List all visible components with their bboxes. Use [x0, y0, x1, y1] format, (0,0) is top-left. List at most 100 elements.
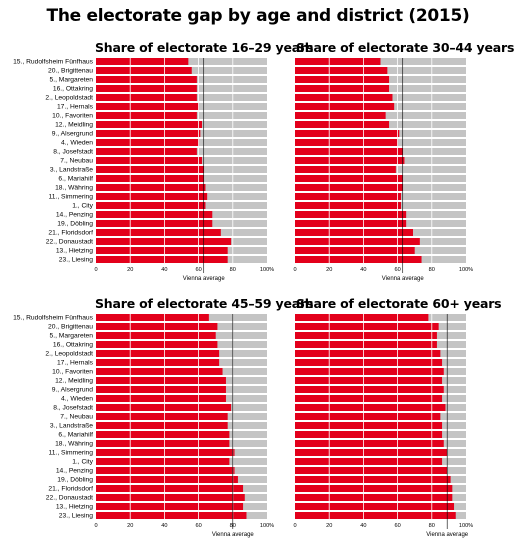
bar — [295, 193, 402, 200]
category-label: 17., Hernals — [57, 104, 94, 111]
bar — [295, 139, 398, 146]
bar — [96, 193, 208, 200]
tick-label: 60 — [394, 523, 400, 529]
category-label: 6., Mariahilf — [58, 432, 93, 439]
category-label: 4., Wieden — [61, 396, 93, 403]
bar — [295, 449, 448, 456]
bar — [96, 166, 204, 173]
tick-label: 80 — [429, 267, 435, 273]
chart-panel-30-44: Share of electorate 30–44 years 0 20 40 60 8… — [290, 40, 514, 290]
chart-panel-60-plus: Share of electorate 60+ years 0 20 40 60 80 1… — [290, 296, 510, 548]
category-label: 13., Hietzing — [56, 504, 93, 511]
category-label: 3., Landstraße — [50, 167, 93, 174]
chart-title: Share of electorate 30–44 years — [296, 40, 515, 55]
vienna-average-label: Vienna average — [426, 532, 469, 538]
tick-label: 100% — [459, 523, 473, 529]
bar — [295, 220, 407, 227]
tick-label: 60 — [195, 523, 201, 529]
bar-chart-30-44: 0 20 40 60 80 100% Vienna average — [293, 58, 473, 282]
bar — [295, 494, 453, 501]
category-label: 18., Währing — [55, 441, 93, 448]
bar — [96, 485, 244, 492]
category-label: 8., Josefstadt — [53, 149, 93, 156]
tick-label: 100% — [260, 267, 274, 273]
category-label: 9., Alsergrund — [52, 131, 94, 138]
bar — [96, 103, 199, 110]
bar — [295, 256, 422, 263]
category-label: 6., Mariahilf — [58, 176, 93, 183]
bar — [96, 341, 218, 348]
tick-label: 20 — [127, 267, 133, 273]
category-label: 3., Landstraße — [50, 423, 93, 430]
category-label: 21., Floridsdorf — [48, 486, 93, 493]
bar — [96, 220, 213, 227]
bar — [96, 238, 232, 245]
chart-title: Share of electorate 45–59 years — [95, 296, 314, 311]
bar — [295, 377, 443, 384]
bar — [295, 332, 437, 339]
category-label: 9., Alsergrund — [52, 387, 94, 394]
bar — [96, 58, 189, 65]
bar — [295, 184, 403, 191]
bar — [295, 58, 381, 65]
bar — [96, 157, 203, 164]
bar — [295, 476, 451, 483]
bar — [96, 386, 226, 393]
bar — [96, 94, 197, 101]
bar — [96, 76, 197, 83]
category-label: 2., Leopoldstadt — [45, 351, 93, 358]
bar — [295, 166, 396, 173]
bar — [295, 103, 395, 110]
category-label: 11., Simmering — [49, 450, 94, 457]
category-label: 19., Döbling — [57, 221, 93, 228]
tick-label: 40 — [360, 523, 366, 529]
tick-label: 0 — [293, 267, 296, 273]
bar — [96, 148, 197, 155]
bar — [295, 148, 403, 155]
bar — [295, 386, 444, 393]
bar — [96, 422, 228, 429]
bar — [96, 494, 245, 501]
bar — [96, 184, 206, 191]
bar — [96, 359, 220, 366]
tick-label: 60 — [195, 267, 201, 273]
bar — [295, 112, 386, 119]
category-label: 16., Ottakring — [53, 342, 93, 349]
tick-label: 100% — [459, 267, 473, 273]
tick-label: 40 — [360, 267, 366, 273]
category-label: 22., Donaustadt — [46, 495, 93, 502]
category-label: 21., Floridsdorf — [48, 230, 93, 237]
tick-label: 0 — [94, 267, 97, 273]
category-label: 14., Penzing — [56, 212, 93, 219]
bar — [96, 449, 235, 456]
tick-label: 20 — [127, 523, 133, 529]
tick-label: 0 — [94, 523, 97, 529]
bar — [96, 139, 199, 146]
bar — [295, 67, 388, 74]
bar-chart-16-29: 15., Rudolfsheim Fünfhaus 20., Brigittena… — [13, 58, 274, 282]
bar — [96, 440, 230, 447]
bar-chart-45-59: 15., Rudolfsheim Fünfhaus 20., Brigittena… — [13, 314, 274, 538]
tick-label: 40 — [161, 523, 167, 529]
bar — [295, 157, 405, 164]
bar — [96, 467, 235, 474]
bar — [96, 323, 218, 330]
category-label: 22., Donaustadt — [46, 239, 93, 246]
category-label: 7., Neubau — [60, 158, 93, 165]
bar — [96, 314, 209, 321]
bar — [295, 467, 448, 474]
category-label: 5., Margareten — [50, 333, 94, 340]
tick-label: 100% — [260, 523, 274, 529]
category-label: 20., Brigittenau — [48, 324, 93, 331]
bar — [295, 512, 456, 519]
bar — [295, 341, 437, 348]
category-label: 8., Josefstadt — [53, 405, 93, 412]
bar — [295, 431, 443, 438]
vienna-average-label: Vienna average — [212, 532, 255, 538]
bar — [295, 130, 400, 137]
tick-label: 0 — [293, 523, 296, 529]
tick-label: 80 — [230, 267, 236, 273]
category-label: 4., Wieden — [61, 140, 93, 147]
vienna-average-label: Vienna average — [183, 276, 226, 282]
category-label: 14., Penzing — [56, 468, 93, 475]
